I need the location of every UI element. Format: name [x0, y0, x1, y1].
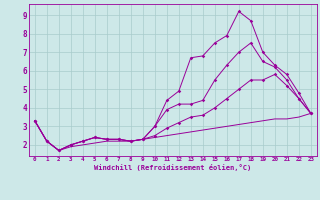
X-axis label: Windchill (Refroidissement éolien,°C): Windchill (Refroidissement éolien,°C): [94, 164, 252, 171]
